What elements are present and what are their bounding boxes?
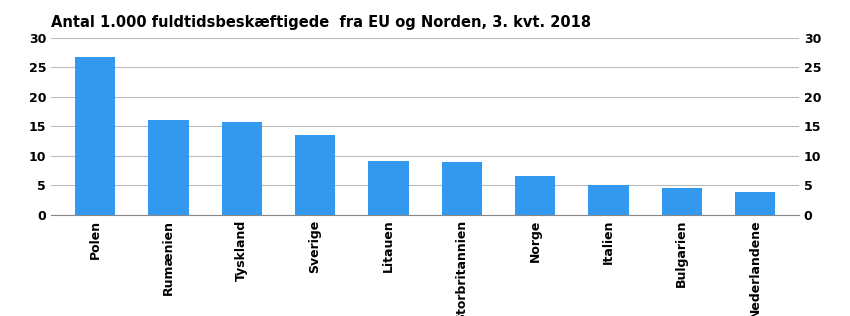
Bar [368, 161, 409, 215]
Bar [222, 122, 262, 215]
Bar [441, 162, 482, 215]
Bar [515, 176, 555, 215]
Bar [588, 185, 628, 215]
Bar [735, 192, 775, 215]
Bar [148, 120, 189, 215]
Bar [295, 135, 335, 215]
Text: Antal 1.000 fuldtidsbeskæftigede  fra EU og Norden, 3. kvt. 2018: Antal 1.000 fuldtidsbeskæftigede fra EU … [51, 15, 591, 30]
Bar [75, 57, 115, 215]
Bar [661, 188, 702, 215]
